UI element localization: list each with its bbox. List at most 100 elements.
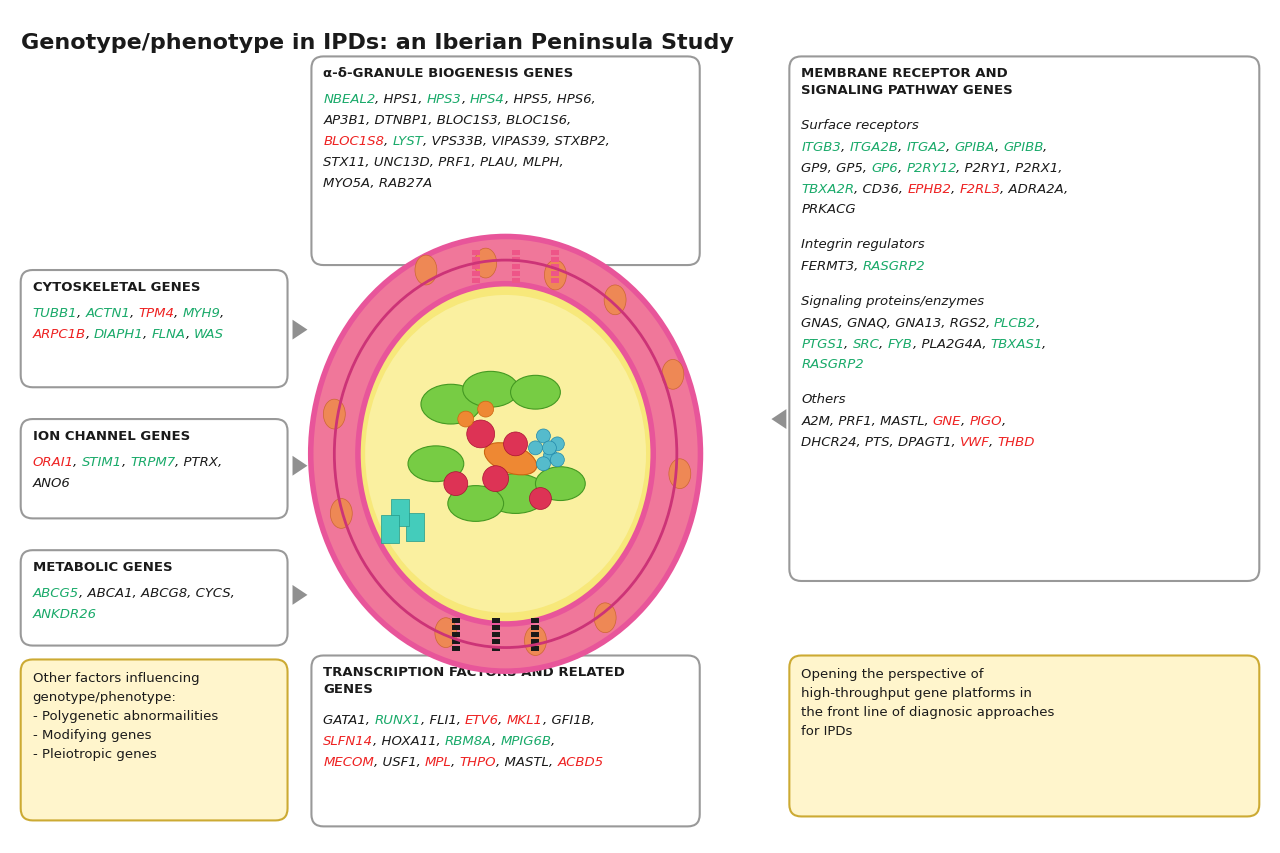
Text: ANO6: ANO6 (33, 476, 70, 489)
Text: EPHB2: EPHB2 (908, 183, 951, 195)
Circle shape (483, 467, 508, 492)
Text: , ADRA2A,: , ADRA2A, (1000, 183, 1069, 195)
Text: TRANSCRIPTION FACTORS AND RELATED
GENES: TRANSCRIPTION FACTORS AND RELATED GENES (324, 665, 625, 695)
Bar (512, 264, 520, 270)
Text: THPO: THPO (460, 755, 497, 768)
Text: ORAI1: ORAI1 (33, 456, 74, 468)
Text: ANKDR26: ANKDR26 (33, 607, 97, 620)
Text: FERMT3,: FERMT3, (801, 260, 863, 273)
Bar (406, 514, 424, 542)
Text: PLCB2: PLCB2 (995, 316, 1036, 329)
Text: ,: , (1043, 141, 1047, 154)
Bar (531, 639, 539, 644)
Text: GP6: GP6 (872, 161, 897, 175)
Text: ,: , (841, 141, 850, 154)
Text: TPM4: TPM4 (138, 306, 174, 319)
Text: STX11, UNC13D, PRF1, PLAU, MLPH,: STX11, UNC13D, PRF1, PLAU, MLPH, (324, 155, 564, 169)
Text: WAS: WAS (195, 328, 224, 340)
Text: ,: , (1042, 337, 1047, 351)
Text: HPS4: HPS4 (470, 93, 504, 106)
Text: ,: , (452, 755, 460, 768)
Text: DHCR24, PTS, DPAGT1,: DHCR24, PTS, DPAGT1, (801, 435, 960, 449)
Text: ,: , (462, 93, 470, 106)
Bar (552, 264, 559, 270)
Circle shape (477, 402, 494, 418)
Text: GATA1,: GATA1, (324, 713, 375, 726)
Text: ,: , (174, 306, 183, 319)
Bar (381, 516, 399, 543)
Bar (512, 272, 520, 276)
Ellipse shape (669, 459, 691, 489)
Text: RBM8A: RBM8A (445, 734, 492, 747)
Text: RUNX1: RUNX1 (375, 713, 421, 726)
Ellipse shape (365, 296, 646, 613)
FancyBboxPatch shape (20, 550, 288, 646)
Text: MPIG6B: MPIG6B (500, 734, 552, 747)
Circle shape (550, 438, 564, 451)
Text: ,: , (951, 183, 960, 195)
Text: STIM1: STIM1 (82, 456, 122, 468)
Circle shape (536, 457, 550, 471)
Circle shape (503, 432, 527, 456)
Text: PIGO: PIGO (969, 415, 1002, 427)
Bar (472, 279, 480, 283)
Text: , P2RY1, P2RX1,: , P2RY1, P2RX1, (956, 161, 1062, 175)
Bar (452, 632, 460, 637)
Text: RASGRP2: RASGRP2 (801, 358, 864, 371)
Bar (472, 272, 480, 276)
Text: ARPC1B: ARPC1B (33, 328, 86, 340)
Text: ITGB3: ITGB3 (801, 141, 841, 154)
Bar (531, 632, 539, 637)
Text: , PTRX,: , PTRX, (175, 456, 223, 468)
Bar (392, 499, 410, 526)
Text: TBXA2R: TBXA2R (801, 183, 855, 195)
Text: TBXAS1: TBXAS1 (991, 337, 1042, 351)
Text: ,: , (220, 306, 224, 319)
Polygon shape (494, 269, 517, 285)
Text: ,: , (1036, 316, 1041, 329)
Ellipse shape (435, 618, 457, 647)
Text: α-δ-GRANULE BIOGENESIS GENES: α-δ-GRANULE BIOGENESIS GENES (324, 67, 573, 80)
Circle shape (458, 412, 474, 427)
Ellipse shape (463, 372, 518, 408)
Ellipse shape (324, 400, 346, 429)
Text: ,: , (77, 306, 86, 319)
Circle shape (529, 441, 543, 456)
Text: LYST: LYST (393, 135, 424, 148)
Bar (552, 279, 559, 283)
Circle shape (536, 429, 550, 444)
Ellipse shape (334, 261, 677, 647)
Bar (492, 632, 499, 637)
Text: Integrin regulators: Integrin regulators (801, 238, 925, 251)
Text: FLNA: FLNA (152, 328, 186, 340)
Bar (452, 646, 460, 651)
Text: , HPS1,: , HPS1, (375, 93, 428, 106)
FancyBboxPatch shape (20, 270, 288, 388)
Text: ETV6: ETV6 (465, 713, 499, 726)
Bar (512, 258, 520, 263)
Text: Surface receptors: Surface receptors (801, 119, 919, 132)
Text: ACTN1: ACTN1 (86, 306, 131, 319)
Text: RASGRP2: RASGRP2 (863, 260, 925, 273)
Text: , PLA2G4A,: , PLA2G4A, (913, 337, 991, 351)
Ellipse shape (594, 603, 616, 633)
Text: MKL1: MKL1 (507, 713, 543, 726)
Text: BLOC1S8: BLOC1S8 (324, 135, 384, 148)
Circle shape (444, 473, 467, 496)
Ellipse shape (484, 474, 548, 514)
Text: ITGA2: ITGA2 (906, 141, 946, 154)
Circle shape (543, 441, 557, 456)
Text: Other factors influencing
genotype/phenotype:
- Polygenetic abnormailities
- Mod: Other factors influencing genotype/pheno… (33, 671, 218, 761)
Text: GP9, GP5,: GP9, GP5, (801, 161, 872, 175)
Polygon shape (772, 409, 786, 429)
Text: GPIBB: GPIBB (1004, 141, 1043, 154)
Ellipse shape (448, 486, 503, 522)
Text: ION CHANNEL GENES: ION CHANNEL GENES (33, 429, 189, 443)
Text: A2M, PRF1, MASTL,: A2M, PRF1, MASTL, (801, 415, 933, 427)
FancyBboxPatch shape (20, 420, 288, 519)
Text: , CD36,: , CD36, (854, 183, 908, 195)
Text: FYB: FYB (888, 337, 913, 351)
Bar (492, 639, 499, 644)
Bar (472, 264, 480, 270)
Circle shape (544, 450, 557, 463)
